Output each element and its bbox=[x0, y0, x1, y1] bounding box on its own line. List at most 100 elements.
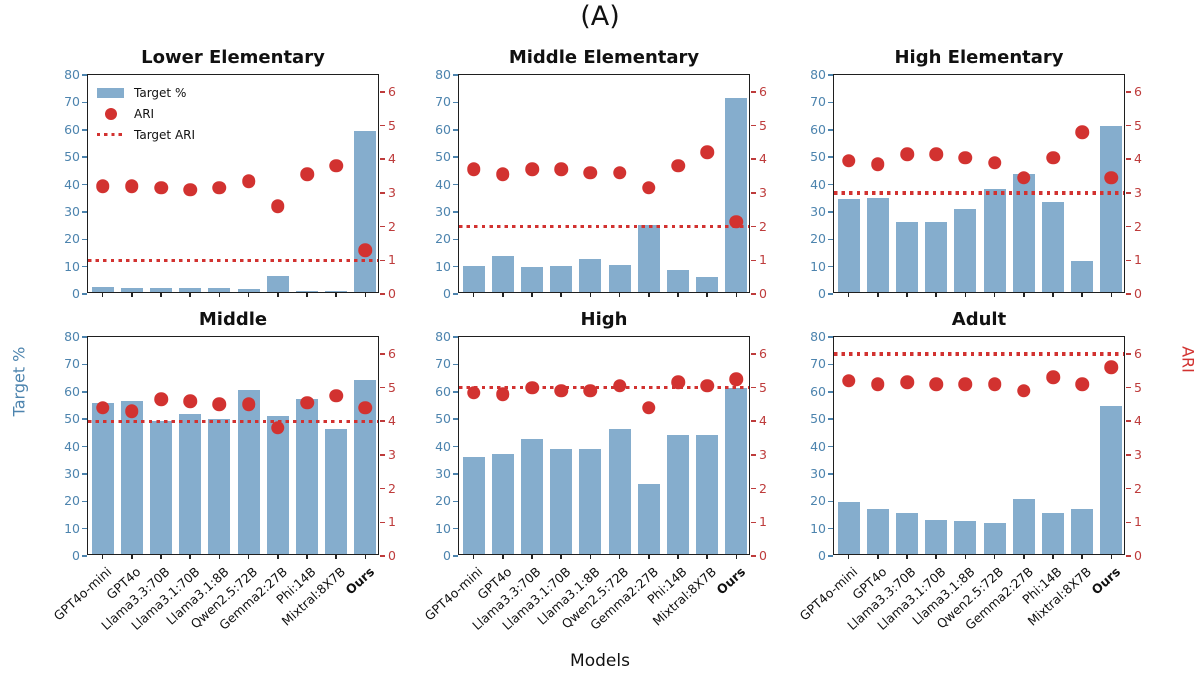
right-tick-label: 5 bbox=[388, 379, 396, 395]
left-tick-label: 60 bbox=[64, 383, 80, 399]
bar-GPT4o bbox=[120, 400, 143, 554]
bar-Phi:14B bbox=[296, 291, 318, 292]
ari-dot-Llama3.1:8B bbox=[212, 397, 227, 412]
bar-swatch-icon bbox=[97, 87, 124, 98]
right-tick-mark bbox=[1126, 420, 1131, 422]
ari-dot-GPT4o-mini bbox=[466, 385, 481, 400]
left-tick-mark bbox=[828, 265, 833, 268]
bar-GPT4o bbox=[120, 287, 143, 292]
x-tick-mark bbox=[906, 554, 908, 559]
left-tick-label: 80 bbox=[435, 329, 451, 344]
left-tick-mark bbox=[828, 183, 833, 186]
ari-dot-Llama3.3:70B bbox=[900, 147, 914, 161]
right-tick-mark bbox=[1126, 487, 1131, 490]
right-tick-mark bbox=[751, 124, 756, 127]
left-tick-label: 40 bbox=[810, 438, 826, 454]
ari-dot-Gemma2:27B bbox=[1017, 171, 1031, 185]
right-tick-label: 0 bbox=[759, 548, 767, 563]
left-tick-mark bbox=[453, 500, 458, 502]
left-tick-mark bbox=[453, 129, 458, 131]
bar-Llama3.3:70B bbox=[521, 267, 543, 292]
left-tick-mark bbox=[453, 473, 458, 475]
bar-Llama3.1:8B bbox=[579, 448, 602, 554]
bar-Llama3.1:8B bbox=[579, 259, 602, 292]
bar-GPT4o bbox=[491, 256, 514, 292]
left-tick-label: 10 bbox=[64, 520, 80, 536]
left-tick-label: 60 bbox=[810, 121, 826, 137]
ari-dot-Gemma2:27B bbox=[271, 421, 285, 435]
right-tick-mark bbox=[1126, 293, 1131, 295]
left-tick-mark bbox=[82, 74, 87, 76]
right-tick-mark bbox=[1126, 225, 1131, 228]
right-tick-mark bbox=[1126, 259, 1131, 262]
legend-item: Target % bbox=[97, 82, 195, 103]
panel-label: (A) bbox=[580, 1, 620, 32]
left-tick-mark bbox=[828, 527, 833, 530]
x-tick-mark bbox=[306, 292, 308, 297]
right-tick-label: 0 bbox=[388, 286, 396, 301]
ari-dot-Ours bbox=[358, 243, 373, 257]
left-tick-label: 30 bbox=[435, 465, 451, 481]
x-tick-mark bbox=[1023, 292, 1025, 297]
bar-Mixtral:8X7B bbox=[696, 276, 719, 292]
subplot-title: Lower Elementary bbox=[141, 47, 325, 68]
left-tick-mark bbox=[82, 101, 87, 104]
left-tick-mark bbox=[453, 336, 458, 338]
right-tick-label: 3 bbox=[1134, 184, 1142, 200]
left-tick-label: 20 bbox=[64, 231, 80, 247]
left-tick-label: 50 bbox=[435, 149, 451, 165]
ari-dot-GPT4o bbox=[496, 167, 510, 182]
bar-Qwen2.5:72B bbox=[608, 429, 631, 554]
target-ari-line bbox=[834, 191, 1124, 195]
bar-Mixtral:8X7B bbox=[1071, 260, 1094, 292]
ari-dot-Ours bbox=[1104, 171, 1119, 185]
bar-Gemma2:27B bbox=[637, 484, 660, 554]
right-tick-label: 2 bbox=[1134, 480, 1142, 496]
right-tick-mark bbox=[1126, 158, 1131, 160]
dot-icon bbox=[97, 107, 124, 120]
left-tick-label: 50 bbox=[435, 411, 451, 427]
right-tick-mark bbox=[380, 124, 385, 127]
left-tick-mark bbox=[453, 101, 458, 104]
left-tick-mark bbox=[453, 156, 458, 158]
left-tick-label: 40 bbox=[435, 438, 451, 454]
bar-Mixtral:8X7B bbox=[696, 434, 719, 554]
left-tick-mark bbox=[82, 156, 87, 158]
ari-dot-GPT4o bbox=[871, 377, 885, 391]
bar-Ours bbox=[725, 388, 748, 554]
x-category-label: Ours bbox=[342, 564, 378, 598]
right-tick-label: 0 bbox=[1134, 548, 1142, 563]
right-tick-mark bbox=[751, 386, 756, 389]
x-axis-label: Models bbox=[570, 651, 630, 671]
left-tick-mark bbox=[82, 129, 87, 131]
right-tick-label: 2 bbox=[388, 218, 396, 234]
left-tick-label: 0 bbox=[818, 548, 826, 563]
x-tick-mark bbox=[277, 292, 279, 297]
bar-Llama3.3:70B bbox=[896, 512, 918, 554]
right-tick-label: 5 bbox=[388, 117, 396, 133]
bar-GPT4o-mini bbox=[462, 266, 485, 292]
left-tick-label: 20 bbox=[810, 231, 826, 247]
left-tick-mark bbox=[828, 156, 833, 158]
x-tick-mark bbox=[589, 292, 592, 297]
x-tick-mark bbox=[1110, 292, 1113, 297]
ari-dot-Llama3.1:70B bbox=[183, 182, 197, 197]
bar-Gemma2:27B bbox=[266, 275, 289, 292]
legend-label: ARI bbox=[134, 106, 155, 121]
right-tick-label: 3 bbox=[1134, 446, 1142, 462]
bar-Mixtral:8X7B bbox=[1071, 508, 1094, 554]
ari-dot-GPT4o-mini bbox=[95, 401, 110, 415]
right-tick-label: 1 bbox=[388, 514, 396, 530]
left-tick-mark bbox=[82, 183, 87, 186]
bar-GPT4o-mini bbox=[837, 198, 860, 292]
ari-dot-GPT4o bbox=[125, 404, 139, 418]
left-tick-mark bbox=[82, 293, 87, 295]
x-tick-mark bbox=[706, 554, 708, 559]
bar-Llama3.1:70B bbox=[179, 414, 202, 554]
x-tick-mark bbox=[677, 554, 679, 559]
left-tick-label: 70 bbox=[810, 94, 826, 110]
right-tick-label: 4 bbox=[1134, 151, 1142, 167]
subplot-high: High 0 10 20 30 40 50 60 70 80 0 1 2 3 4 5 6 GPT4o-mini GP… bbox=[422, 309, 767, 633]
left-tick-mark bbox=[82, 336, 87, 338]
left-tick-mark bbox=[82, 265, 87, 268]
